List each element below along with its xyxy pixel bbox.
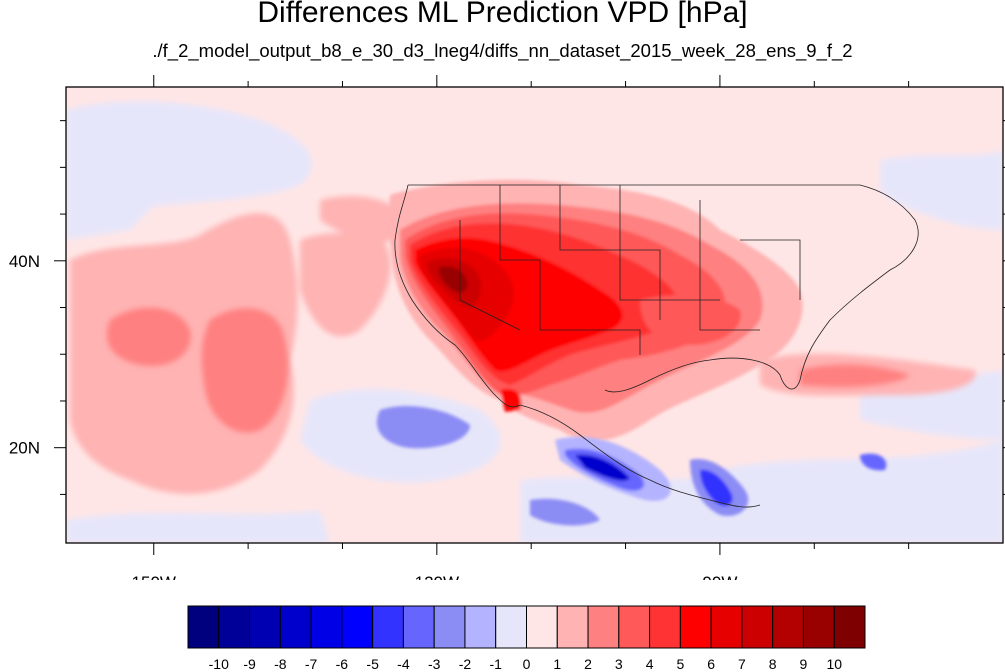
colorbar-label: -8 xyxy=(274,656,287,672)
colorbar-label: -2 xyxy=(459,656,472,672)
colorbar-cell xyxy=(833,605,866,649)
colorbar-cell xyxy=(495,605,527,649)
colorbar-label: -3 xyxy=(428,656,441,672)
colorbar-cell xyxy=(433,605,466,649)
colorbar-label: -7 xyxy=(305,656,318,672)
colorbar-cell xyxy=(310,605,343,649)
map-subtitle: ./f_2_model_output_b8_e_30_d3_lneg4/diff… xyxy=(152,40,853,61)
map-axis-ticks: 150W 120W 90W 40N 20N xyxy=(9,75,1005,580)
lon-tick-label: 90W xyxy=(702,573,737,580)
colorbar-cell xyxy=(741,605,774,649)
colorbar-cell xyxy=(372,605,404,649)
contour-field xyxy=(66,87,1003,543)
colorbar-label: 3 xyxy=(615,656,623,672)
colorbar-label: -4 xyxy=(397,656,410,672)
colorbar-cell xyxy=(402,605,435,649)
colorbar-label: 2 xyxy=(584,656,592,672)
colorbar-cell xyxy=(218,605,251,649)
colorbar-cell xyxy=(249,605,281,649)
map-title: Differences ML Prediction VPD [hPa] xyxy=(257,0,748,29)
colorbar-cell xyxy=(464,605,497,649)
colorbar-cell xyxy=(526,605,558,649)
colorbar-cell xyxy=(802,605,835,649)
colorbar-cell xyxy=(556,605,589,649)
colorbar-label: 6 xyxy=(707,656,715,672)
colorbar-label: 10 xyxy=(826,656,842,672)
colorbar-label: -6 xyxy=(336,656,349,672)
colorbar-label: -5 xyxy=(366,656,379,672)
colorbar-label: -10 xyxy=(209,656,229,672)
colorbar-cell xyxy=(618,605,651,649)
colorbar-label: -1 xyxy=(490,656,503,672)
colorbar-label: 1 xyxy=(553,656,561,672)
colorbar-cell xyxy=(587,605,620,649)
vpd-difference-map: 150W 120W 90W 40N 20N xyxy=(9,75,1005,580)
colorbar-label: 9 xyxy=(800,656,808,672)
colorbar-cell xyxy=(772,605,804,649)
lat-tick-label: 40N xyxy=(9,252,40,271)
colorbar-cell xyxy=(710,605,743,649)
colorbar-cell xyxy=(679,605,712,649)
lat-tick-label: 20N xyxy=(9,439,40,458)
colorbar-cell xyxy=(649,605,681,649)
colorbar-label: 7 xyxy=(738,656,746,672)
colorbar-cell xyxy=(187,605,220,649)
colorbar-label: 4 xyxy=(646,656,654,672)
lon-tick-label: 120W xyxy=(415,573,459,580)
colorbar-label: 5 xyxy=(676,656,684,672)
colorbar-label: -9 xyxy=(243,656,256,672)
map-frame xyxy=(65,86,1004,544)
colorbar-cell xyxy=(341,605,374,649)
colorbar-cell xyxy=(279,605,312,649)
colorbar-label: 8 xyxy=(769,656,777,672)
lon-tick-label: 150W xyxy=(132,573,176,580)
colorbar-label: 0 xyxy=(523,656,531,672)
